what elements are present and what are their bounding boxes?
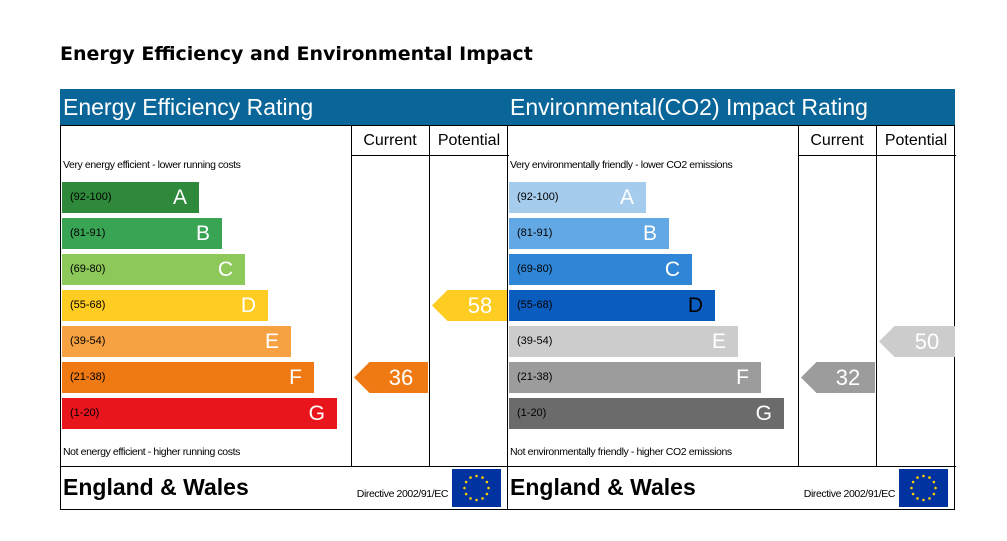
- column-divider: [876, 126, 877, 466]
- top-note: Very energy efficient - lower running co…: [63, 159, 241, 171]
- band-range-label: (55-68): [517, 299, 553, 311]
- column-header-potential: Potential: [884, 132, 948, 149]
- chart-title: Environmental(CO2) Impact Rating: [507, 89, 955, 125]
- band-letter: B: [195, 222, 210, 245]
- energy-efficiency-chart: Energy Efficiency Rating Current Potential…: [60, 89, 509, 510]
- band-range-label: (92-100): [70, 191, 112, 203]
- band-letter: D: [687, 294, 703, 317]
- potential-rating-arrow-value: 58: [467, 293, 493, 318]
- rating-band-b: (81-91) B: [62, 218, 222, 249]
- band-letter: F: [289, 366, 302, 389]
- band-range-label: (21-38): [70, 371, 106, 383]
- band-letter: B: [642, 222, 657, 245]
- rating-band-f: (21-38) F: [509, 362, 761, 393]
- chart-body: Current Potential Very energy efficient - …: [60, 125, 509, 510]
- band-range-label: (39-54): [517, 335, 553, 347]
- rating-band-e: (39-54) E: [62, 326, 291, 357]
- band-range-label: (92-100): [517, 191, 559, 203]
- band-range-label: (81-91): [517, 227, 553, 239]
- eu-flag-icon: [899, 469, 948, 507]
- band-letter: A: [619, 186, 634, 209]
- footer-region-label: England & Wales: [63, 474, 249, 500]
- rating-band-d: (55-68) D: [509, 290, 715, 321]
- header-divider: [798, 155, 956, 156]
- band-range-label: (55-68): [70, 299, 106, 311]
- band-letter: C: [217, 258, 233, 281]
- current-rating-arrow-shape: [354, 362, 428, 393]
- rating-band-d: (55-68) D: [62, 290, 268, 321]
- band-letter: E: [711, 330, 726, 353]
- band-range-label: (1-20): [517, 407, 547, 419]
- bottom-note: Not energy efficient - higher running co…: [63, 446, 240, 458]
- band-letter: A: [172, 186, 187, 209]
- rating-band-b: (81-91) B: [509, 218, 669, 249]
- footer-directive-label: Directive 2002/91/EC: [356, 488, 449, 500]
- band-letter: G: [755, 402, 772, 425]
- rating-band-a: (92-100) A: [509, 182, 646, 213]
- column-header-potential: Potential: [437, 132, 501, 149]
- column-divider: [429, 126, 430, 466]
- potential-rating-arrow-value: 50: [914, 329, 940, 354]
- footer-divider: [508, 466, 956, 467]
- potential-rating-arrow-shape: [879, 326, 955, 357]
- band-letter: C: [664, 258, 680, 281]
- current-rating-arrow-value: 32: [835, 365, 861, 390]
- current-rating-arrow-shape: [801, 362, 875, 393]
- rating-band-c: (69-80) C: [62, 254, 245, 285]
- chart-title: Energy Efficiency Rating: [60, 89, 508, 125]
- column-header-current: Current: [810, 132, 864, 149]
- potential-rating-arrow: 50: [879, 326, 955, 357]
- current-rating-arrow-value: 36: [388, 365, 414, 390]
- potential-rating-arrow: 58: [432, 290, 508, 321]
- band-letter: E: [264, 330, 279, 353]
- potential-rating-arrow-shape: [432, 290, 508, 321]
- rating-band-f: (21-38) F: [62, 362, 314, 393]
- header-divider: [351, 155, 509, 156]
- bottom-note: Not environmentally friendly - higher CO…: [510, 446, 732, 458]
- environmental-impact-chart: Environmental(CO2) Impact Rating Current P…: [507, 89, 956, 510]
- rating-band-e: (39-54) E: [509, 326, 738, 357]
- column-divider: [351, 126, 352, 466]
- band-range-label: (81-91): [70, 227, 106, 239]
- rating-band-g: (1-20) G: [509, 398, 784, 429]
- page-title: Energy Efficiency and Environmental Impa…: [60, 43, 533, 65]
- band-range-label: (69-80): [517, 263, 553, 275]
- band-range-label: (39-54): [70, 335, 106, 347]
- top-note: Very environmentally friendly - lower CO…: [510, 159, 733, 171]
- footer-directive-label: Directive 2002/91/EC: [803, 488, 896, 500]
- rating-band-a: (92-100) A: [62, 182, 199, 213]
- rating-band-c: (69-80) C: [509, 254, 692, 285]
- rating-band-g: (1-20) G: [62, 398, 337, 429]
- footer-region-label: England & Wales: [510, 474, 696, 500]
- eu-flag-icon: [452, 469, 501, 507]
- column-header-current: Current: [363, 132, 417, 149]
- band-letter: G: [308, 402, 325, 425]
- band-letter: D: [240, 294, 256, 317]
- chart-body: Current Potential Very environmentally fri…: [507, 125, 956, 510]
- current-rating-arrow: 36: [354, 362, 428, 393]
- band-range-label: (69-80): [70, 263, 106, 275]
- current-rating-arrow: 32: [801, 362, 875, 393]
- column-divider: [798, 126, 799, 466]
- footer-divider: [61, 466, 509, 467]
- band-range-label: (1-20): [70, 407, 100, 419]
- band-range-label: (21-38): [517, 371, 553, 383]
- band-letter: F: [736, 366, 749, 389]
